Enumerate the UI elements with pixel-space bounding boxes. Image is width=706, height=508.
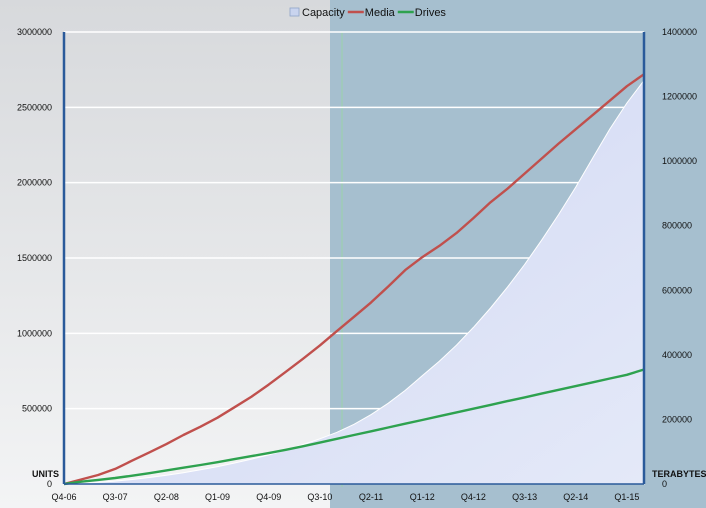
right-tick-label: 1000000 xyxy=(662,156,697,166)
left-tick-label: 1000000 xyxy=(17,328,52,338)
drives-legend-label: Drives xyxy=(415,7,447,19)
x-tick-label: Q2-11 xyxy=(359,492,383,502)
series-lines-layer xyxy=(63,73,645,486)
right-tick-label: 200000 xyxy=(662,414,692,424)
right-tick-label: 1400000 xyxy=(662,27,697,37)
x-tick-label: Q4-12 xyxy=(461,492,486,502)
right-tick-label: 1200000 xyxy=(662,92,697,102)
right-tick-label: 400000 xyxy=(662,350,692,360)
capacity-area xyxy=(63,78,645,485)
axes xyxy=(62,32,646,485)
capacity-area-layer xyxy=(63,78,645,485)
left-tick-label: 2500000 xyxy=(17,102,52,112)
x-tick-label: Q3-10 xyxy=(307,492,332,502)
right-tick-label: 600000 xyxy=(662,285,692,295)
x-tick-label: Q4-06 xyxy=(51,492,76,502)
x-tick-label: Q2-14 xyxy=(563,492,588,502)
left-tick-label: 0 xyxy=(47,479,52,489)
legend: Capacity Media Drives xyxy=(289,7,447,19)
x-tick-label: Q3-07 xyxy=(103,492,128,502)
left-tick-label: 1500000 xyxy=(17,253,52,263)
left-tick-label: 500000 xyxy=(22,404,52,414)
x-tick-label: Q2-08 xyxy=(154,492,179,502)
left-axis-label: UNITS xyxy=(32,469,59,479)
x-tick-label: Q1-12 xyxy=(410,492,435,502)
left-tick-label: 3000000 xyxy=(17,27,52,37)
x-tick-label: Q1-15 xyxy=(614,492,639,502)
tick-labels: 0500000100000015000002000000250000030000… xyxy=(17,27,697,502)
drives-line xyxy=(63,368,645,486)
background-left xyxy=(0,0,330,508)
media-line xyxy=(63,73,645,486)
media-legend-label: Media xyxy=(365,7,396,19)
x-tick-label: Q4-09 xyxy=(256,492,281,502)
x-tick-label: Q1-09 xyxy=(205,492,230,502)
x-tick-label: Q3-13 xyxy=(512,492,537,502)
right-tick-label: 800000 xyxy=(662,221,692,231)
capacity-legend-label: Capacity xyxy=(302,7,345,19)
capacity-legend-swatch xyxy=(289,7,300,17)
right-tick-label: 0 xyxy=(662,479,667,489)
left-tick-label: 2000000 xyxy=(17,178,52,188)
right-axis-label: TERABYTES xyxy=(652,469,706,479)
